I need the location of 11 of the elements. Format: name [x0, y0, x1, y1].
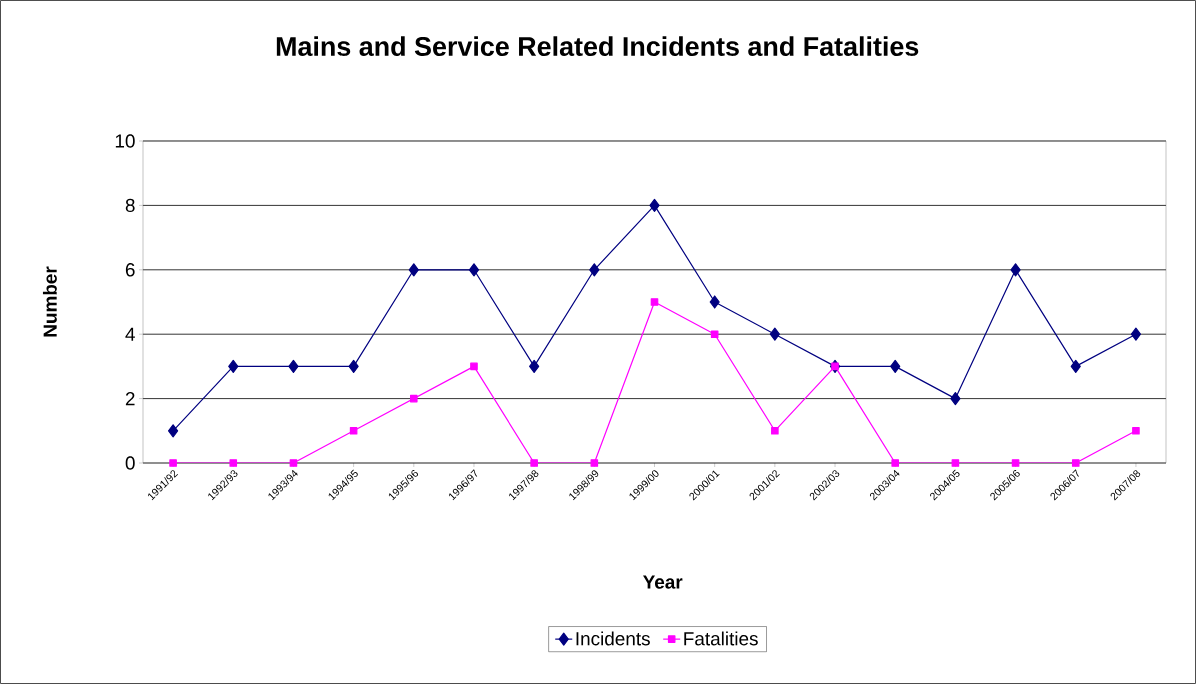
y-tick-label: 8	[125, 198, 135, 213]
legend-label: Incidents	[576, 631, 650, 646]
x-axis-title: Year	[643, 575, 683, 589]
y-tick-label: 6	[125, 263, 135, 277]
chart-title: Mains and Service Related Incidents and Fatalities	[276, 36, 919, 57]
y-tick-label: 4	[125, 327, 135, 341]
y-tick-label: 0	[125, 456, 135, 470]
y-tick-label: 2	[125, 391, 135, 406]
legend-label: Fatalities	[684, 631, 758, 646]
y-axis-title: Number	[42, 266, 57, 337]
y-tick-label: 10	[115, 134, 135, 148]
